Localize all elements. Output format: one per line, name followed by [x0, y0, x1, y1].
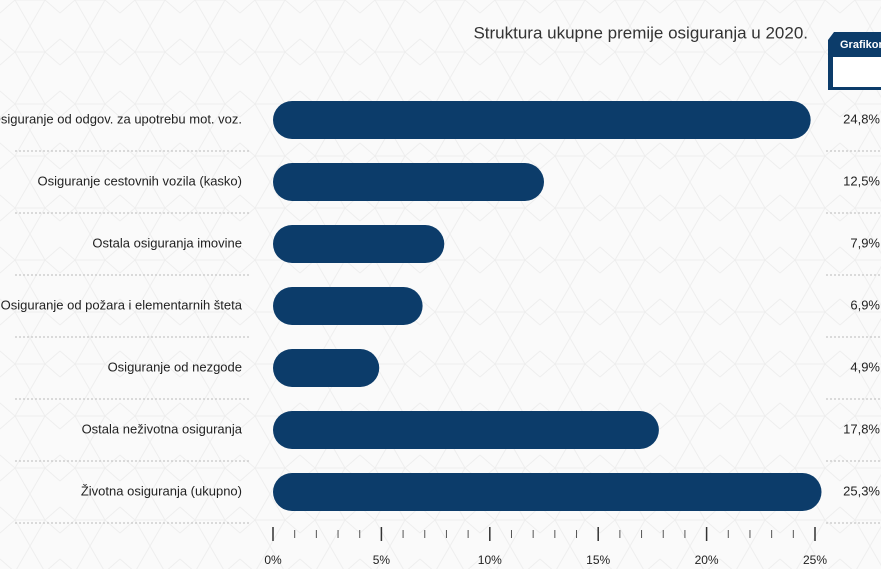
value-label: 24,8%: [843, 111, 880, 126]
bar: [273, 411, 659, 449]
bar: [273, 225, 445, 263]
value-label: 7,9%: [850, 235, 880, 250]
tab-label: Grafikon: [840, 39, 881, 51]
category-label: Ostala osiguranja imovine: [92, 235, 242, 250]
category-label: Osiguranje od odgov. za upotrebu mot. vo…: [0, 111, 242, 126]
bar: [273, 101, 811, 139]
value-label: 4,9%: [850, 359, 880, 374]
x-tick-label: 0%: [264, 553, 282, 567]
x-tick-label: 5%: [373, 553, 391, 567]
bar: [273, 473, 822, 511]
bar: [273, 287, 423, 325]
bar: [273, 163, 544, 201]
category-label: Osiguranje od nezgode: [108, 359, 242, 374]
category-label: Životna osiguranja (ukupno): [81, 483, 242, 498]
value-label: 12,5%: [843, 173, 880, 188]
chart-title: Struktura ukupne premije osiguranja u 20…: [473, 23, 808, 42]
value-label: 6,9%: [850, 297, 880, 312]
value-label: 17,8%: [843, 421, 880, 436]
tab-box: [833, 57, 881, 87]
x-tick-label: 25%: [803, 553, 827, 567]
value-label: 25,3%: [843, 483, 880, 498]
category-label: Ostala neživotna osiguranja: [82, 421, 243, 436]
x-tick-label: 10%: [478, 553, 502, 567]
category-label: Osiguranje cestovnih vozila (kasko): [38, 173, 242, 188]
bar: [273, 349, 380, 387]
x-tick-label: 20%: [695, 553, 719, 567]
x-tick-label: 15%: [586, 553, 610, 567]
category-label: Osiguranje od požara i elementarnih štet…: [1, 297, 243, 312]
